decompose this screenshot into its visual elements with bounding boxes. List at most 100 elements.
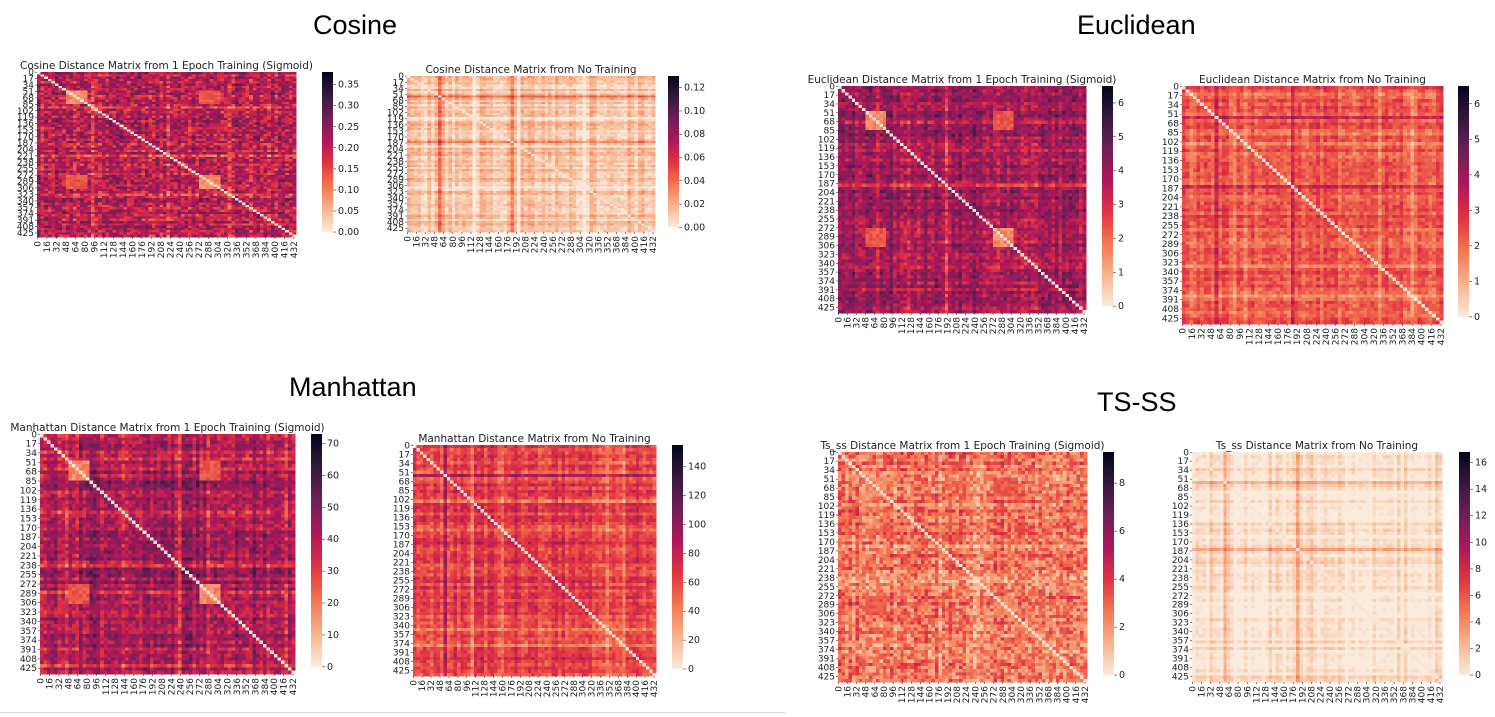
x-tick-label: 96 [458, 236, 468, 248]
y-tick-label: 51 [824, 109, 835, 119]
y-tick-label: 391 [17, 216, 34, 226]
x-tick-label: 128 [109, 241, 119, 258]
x-tick-label: 208 [157, 241, 167, 258]
x-tick-label: 80 [449, 236, 459, 248]
y-tick-label: 238 [387, 157, 404, 167]
x-tick-label: 144 [485, 236, 495, 253]
y-tick-label: 68 [393, 97, 405, 107]
x-tick-label: 368 [613, 236, 623, 253]
y-tick-label: 34 [393, 84, 405, 94]
y-tick-label: 68 [824, 118, 836, 128]
y-tick-label: 374 [387, 206, 404, 216]
x-tick-label: 272 [195, 241, 205, 258]
x-tick-label: 64 [871, 317, 881, 329]
x-tick-label: 368 [1044, 317, 1054, 334]
x-tick-label: 64 [440, 236, 450, 248]
group-title-ts-ss: TS-SS [1097, 387, 1177, 418]
y-tick-label: 187 [818, 180, 835, 190]
x-tick-label: 16 [412, 236, 422, 248]
x-tick-label: 176 [503, 236, 513, 253]
y-tick-label: 170 [818, 171, 835, 181]
y-tick-label: 102 [818, 135, 835, 145]
y-tick-label: 119 [17, 113, 34, 123]
x-tick-label: 16 [43, 241, 53, 253]
y-tick-label: 136 [17, 120, 34, 130]
x-tick-label: 208 [953, 317, 963, 334]
x-tick-label: 112 [467, 236, 477, 253]
colorbar-tick-label: 0.25 [338, 122, 359, 133]
y-tick-label: 289 [17, 178, 34, 188]
colorbar-tick-label: 16 [1475, 458, 1487, 469]
y-tick-label: 17 [23, 75, 34, 85]
y-tick-label: 0 [28, 68, 34, 78]
y-tick-label: 221 [17, 152, 34, 162]
x-tick-label: 16 [843, 317, 853, 329]
colorbar-tick-label: 0 [1475, 670, 1481, 681]
colorbar-tick-label: 0.30 [338, 101, 359, 112]
y-tick-label: 119 [387, 115, 404, 125]
colorbar-tick-label: 0.15 [338, 164, 359, 175]
y-tick-label: 238 [17, 158, 34, 168]
y-tick-label: 51 [23, 87, 34, 97]
x-tick-label: 336 [233, 241, 243, 258]
y-tick-label: 255 [818, 215, 835, 225]
heatmap-cells [407, 76, 656, 233]
y-tick-label: 238 [818, 206, 835, 216]
y-tick-label: 357 [818, 268, 835, 278]
colorbar-tick-label: 6 [1475, 590, 1481, 601]
x-tick-label: 0 [33, 241, 43, 247]
x-tick-label: 240 [176, 241, 186, 258]
y-tick-label: 102 [17, 107, 34, 117]
group-title-euclidean: Euclidean [1077, 10, 1196, 41]
x-tick-label: 304 [214, 241, 224, 258]
y-tick-label: 323 [818, 250, 835, 260]
x-tick-label: 192 [512, 236, 522, 253]
y-tick-label: 221 [387, 151, 404, 161]
x-tick-label: 368 [252, 241, 262, 258]
y-tick-label: 306 [17, 184, 34, 194]
heatmap-cells [37, 72, 297, 238]
x-tick-label: 336 [594, 236, 604, 253]
x-tick-label: 352 [1035, 317, 1045, 334]
x-tick-label: 96 [889, 317, 899, 329]
colorbar-tick-label: 0.04 [684, 176, 705, 187]
y-tick-label: 0 [829, 82, 835, 92]
x-tick-label: 0 [403, 236, 413, 242]
y-tick-label: 340 [387, 194, 404, 204]
bottom-divider [0, 712, 785, 713]
y-tick-label: 85 [824, 127, 835, 137]
y-tick-label: 306 [387, 182, 404, 192]
x-tick-label: 288 [204, 241, 214, 258]
x-tick-label: 416 [280, 241, 290, 258]
colorbar-tick-label: 8 [1475, 564, 1481, 575]
y-tick-label: 170 [17, 133, 34, 143]
x-tick-label: 400 [631, 236, 641, 253]
colorbar-tick-label: 0.02 [684, 199, 705, 210]
chart-title: Cosine Distance Matrix from No Training [425, 64, 636, 76]
x-tick-label: 80 [880, 317, 890, 329]
y-tick-label: 408 [17, 223, 34, 233]
y-tick-label: 408 [387, 218, 404, 228]
colorbar-tick-label: 4 [1475, 617, 1481, 628]
x-tick-label: 192 [943, 317, 953, 334]
y-tick-label: 0 [398, 72, 404, 82]
x-tick-label: 160 [128, 241, 138, 258]
y-tick-label: 153 [17, 126, 34, 136]
x-tick-label: 384 [261, 241, 271, 258]
x-tick-label: 384 [622, 236, 632, 253]
x-tick-label: 112 [100, 241, 110, 258]
x-tick-label: 96 [90, 241, 100, 253]
x-tick-label: 432 [1436, 686, 1446, 703]
x-tick-label: 176 [138, 241, 148, 258]
x-tick-label: 336 [1025, 317, 1035, 334]
group-title-cosine: Cosine [313, 10, 397, 41]
x-tick-label: 224 [166, 241, 176, 258]
y-tick-label: 425 [1172, 672, 1189, 682]
colorbar-tick-label: 0.06 [684, 152, 705, 163]
x-tick-label: 352 [604, 236, 614, 253]
x-tick-label: 224 [531, 236, 541, 253]
y-tick-label: 170 [387, 133, 404, 143]
y-tick-label: 323 [387, 188, 404, 198]
y-tick-label: 425 [818, 304, 835, 314]
chart-title: Ts_ss Distance Matrix from No Training [1215, 440, 1418, 452]
